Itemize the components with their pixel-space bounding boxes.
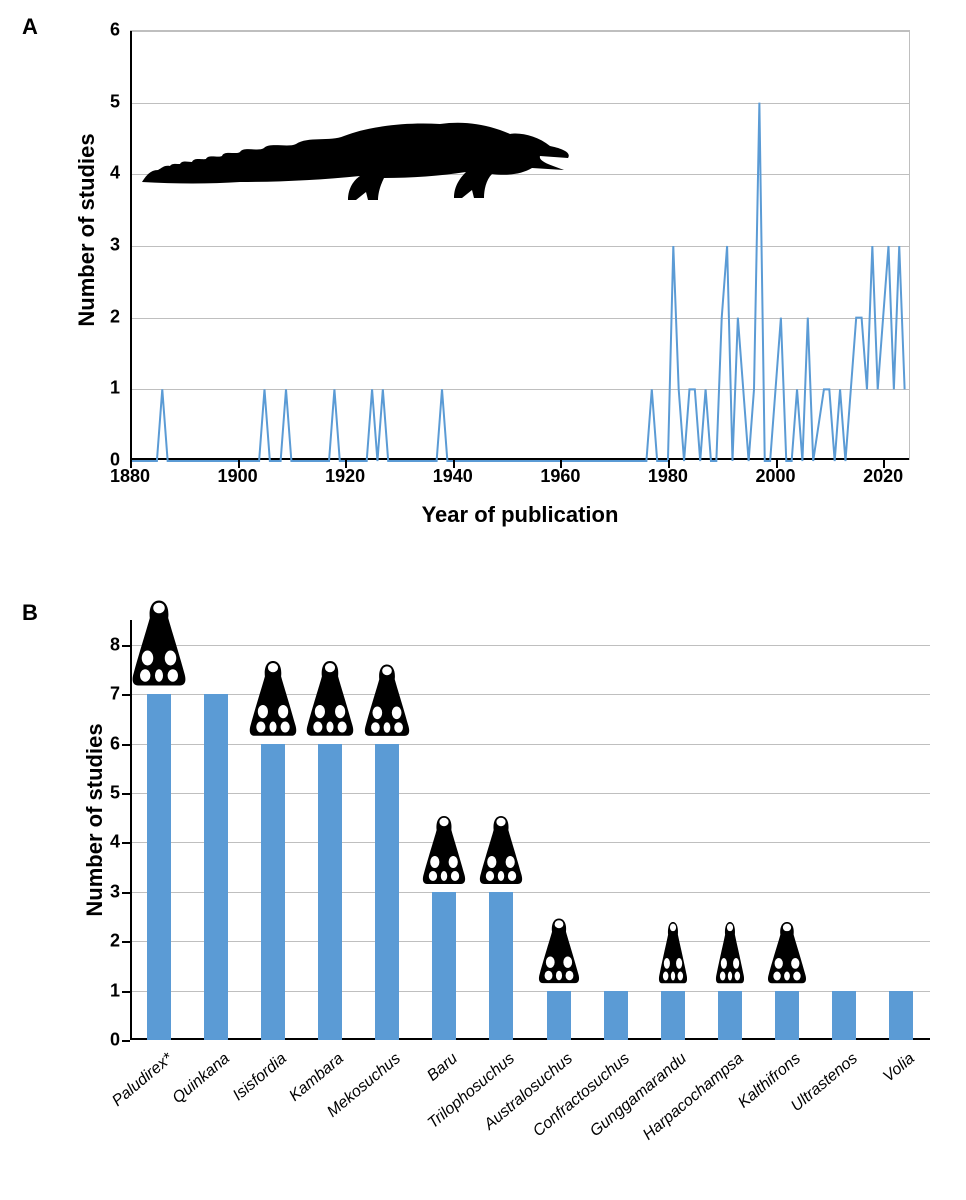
chart-a-y-tick: 6 bbox=[90, 20, 120, 41]
chart-a-x-tick: 1880 bbox=[110, 466, 150, 487]
chart-b-bar bbox=[147, 694, 171, 1040]
chart-b-x-axis bbox=[130, 1038, 930, 1040]
chart-b-bar bbox=[718, 991, 742, 1040]
chart-b-bar bbox=[261, 744, 285, 1040]
chart-a-x-tick: 1900 bbox=[218, 466, 258, 487]
chart-a-x-tick: 2020 bbox=[863, 466, 903, 487]
chart-a-plot-area bbox=[130, 30, 910, 460]
chart-a-y-label: Number of studies bbox=[74, 90, 100, 370]
skull-icon bbox=[537, 916, 581, 984]
chart-b-bar bbox=[661, 991, 685, 1040]
chart-b-bar bbox=[775, 991, 799, 1040]
chart-b-bar bbox=[832, 991, 856, 1040]
chart-b-bar: 012345678 Paludirex*QuinkanaIsisfordiaKa… bbox=[130, 620, 930, 1040]
chart-a-x-tick: 1940 bbox=[433, 466, 473, 487]
skull-icon bbox=[478, 814, 524, 886]
chart-a-x-tick: 1920 bbox=[325, 466, 365, 487]
figure: A B 0123456 1880190019201940196019802000… bbox=[0, 0, 966, 1200]
skull-icon bbox=[305, 658, 356, 737]
chart-b-x-label: Harpacochampsa bbox=[640, 1050, 748, 1144]
chart-a-x-tick: 1960 bbox=[540, 466, 580, 487]
chart-b-y-tick: 8 bbox=[90, 634, 120, 655]
chart-b-bar bbox=[604, 991, 628, 1040]
chart-b-plot-area bbox=[130, 620, 930, 1040]
chart-a-x-label: Year of publication bbox=[130, 502, 910, 528]
skull-icon bbox=[421, 814, 467, 886]
skull-icon bbox=[766, 920, 807, 985]
chart-b-x-label: Baru bbox=[424, 1050, 461, 1086]
skull-icon bbox=[715, 920, 746, 985]
chart-b-y-label: Number of studies bbox=[82, 680, 108, 960]
chart-b-y-tick: 0 bbox=[90, 1030, 120, 1051]
chart-b-bar bbox=[889, 991, 913, 1040]
skull-icon bbox=[363, 662, 411, 738]
chart-b-x-label: Volia bbox=[881, 1050, 919, 1086]
chart-b-bar bbox=[375, 744, 399, 1040]
chart-b-x-label: Quinkana bbox=[169, 1050, 233, 1108]
panel-label-a: A bbox=[22, 14, 38, 40]
crocodile-silhouette-icon bbox=[140, 86, 570, 206]
chart-a-x-tick: 1980 bbox=[648, 466, 688, 487]
panel-label-b: B bbox=[22, 600, 38, 626]
chart-a-line: 0123456 18801900192019401960198020002020… bbox=[130, 30, 910, 460]
chart-b-x-label: Paludirex* bbox=[109, 1050, 176, 1111]
chart-b-bar bbox=[204, 694, 228, 1040]
chart-b-bar bbox=[318, 744, 342, 1040]
chart-b-x-label: Confractosuchus bbox=[530, 1050, 634, 1141]
chart-a-x-tick: 2000 bbox=[755, 466, 795, 487]
skull-icon bbox=[130, 598, 188, 688]
chart-b-x-label: Isisfordia bbox=[230, 1050, 291, 1105]
chart-b-bar bbox=[547, 991, 571, 1040]
chart-b-bar bbox=[489, 892, 513, 1040]
chart-b-y-tick: 1 bbox=[90, 980, 120, 1001]
chart-b-x-label: Gunggamarandu bbox=[587, 1050, 691, 1141]
chart-a-y-tick: 1 bbox=[90, 378, 120, 399]
chart-b-bar bbox=[432, 892, 456, 1040]
skull-icon bbox=[248, 658, 299, 737]
skull-icon bbox=[658, 920, 689, 985]
